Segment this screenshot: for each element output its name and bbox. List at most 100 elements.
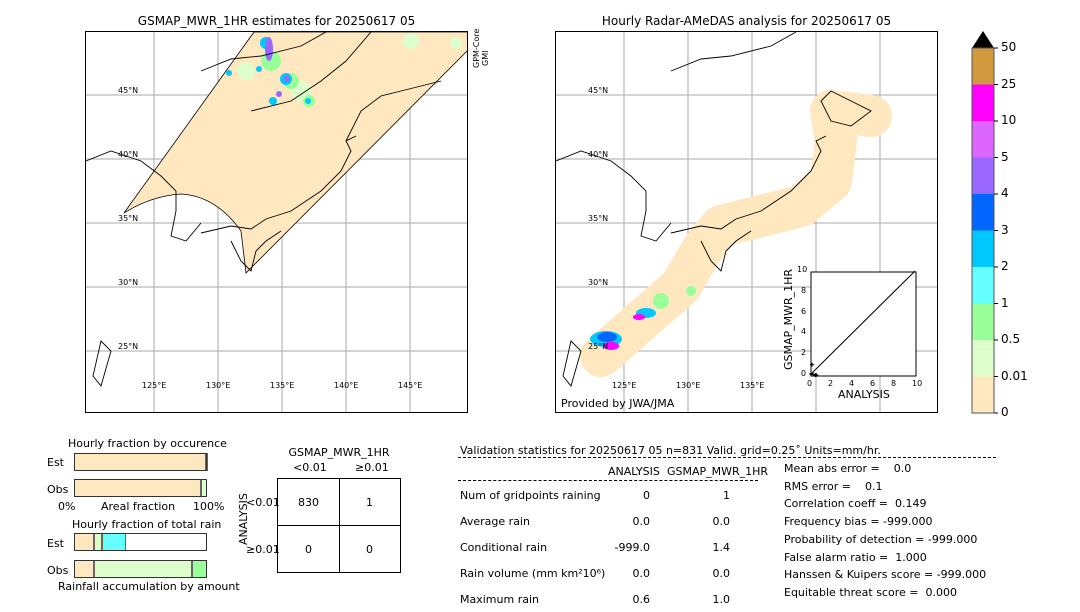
occurrence-title: Hourly fraction by occurence	[68, 437, 227, 450]
lon-label: 145°E	[398, 381, 423, 390]
stat-label: Num of gridpoints raining	[460, 489, 601, 502]
colorbar-tick: 50	[1001, 40, 1017, 54]
gsmap-value: 1.0	[712, 593, 731, 606]
score-line: Correlation coeff = 0.149	[784, 497, 927, 511]
score-line: Mean abs error = 0.0	[784, 462, 912, 475]
lon-label: 135°E	[270, 381, 295, 390]
cell: 830	[298, 496, 319, 509]
colorbar-tick: 3	[1001, 222, 1009, 237]
score-line: RMS error = 0.1	[784, 479, 883, 493]
colorbar-segment	[972, 340, 994, 377]
colorbar-tick: 0	[1001, 405, 1009, 419]
lat-label: 40°N	[588, 150, 609, 159]
bar-frame	[74, 560, 207, 578]
lat-label: 30°N	[588, 278, 609, 287]
score-line: Hanssen & Kuipers score = -999.000	[784, 568, 987, 582]
gsmap-value: 1	[723, 489, 730, 502]
lon-label: 125°E	[612, 381, 637, 390]
colorbar-tick: 1	[1001, 295, 1009, 310]
stat-label: Maximum rain	[460, 593, 539, 606]
y-tick: 4	[801, 327, 807, 337]
left-map	[85, 31, 468, 413]
total-rain-title: Hourly fraction of total rain	[72, 518, 222, 531]
row-label: <0.01	[246, 496, 280, 509]
col-header: ANALYSIS	[608, 465, 660, 478]
analysis-value: 0.0	[632, 515, 651, 528]
score-line: False alarm ratio = 1.000	[784, 550, 927, 564]
bar-frame	[74, 453, 207, 471]
score-line: Frequency bias = -999.000	[784, 515, 933, 529]
colorbar-segment	[972, 230, 994, 267]
lat-label: 35°N	[588, 214, 609, 223]
y-tick: 10	[797, 265, 808, 274]
cell: 1	[366, 496, 373, 509]
right-map-title: Hourly Radar-AMeDAS analysis for 2025061…	[601, 14, 892, 28]
analysis-value: 0.0	[632, 567, 651, 580]
x-tick: 2	[828, 379, 834, 388]
stat-label: Conditional rain	[460, 541, 548, 554]
gsmap-value: 0.0	[712, 567, 731, 580]
lon-label: 135°E	[740, 381, 765, 390]
x-tick: 8	[891, 379, 897, 388]
score-line: Equitable threat score = 0.000	[784, 585, 957, 599]
colorbar-segment	[972, 48, 994, 85]
cell: 0	[366, 543, 373, 556]
x-tick: 10	[912, 379, 923, 388]
colorbar-tick: 5	[1001, 149, 1009, 164]
y-tick: 8	[801, 285, 807, 295]
colorbar-tick: 2	[1001, 259, 1009, 273]
col-header: GSMAP_MWR_1HR	[667, 465, 769, 478]
lat-label: 45°N	[118, 86, 139, 95]
accumulation-label: Rainfall accumulation by amount	[58, 580, 240, 593]
stat-label: Average rain	[460, 515, 530, 528]
colorbar-tick: 4	[1001, 186, 1009, 200]
obs-label: Obs	[47, 564, 69, 577]
lat-label: 35°N	[118, 214, 139, 223]
stat-label: Rain volume (mm km²10⁶)	[460, 567, 606, 580]
contingency-title: GSMAP_MWR_1HR	[288, 446, 390, 459]
col-label: <0.01	[293, 461, 327, 474]
lat-label: 30°N	[118, 278, 139, 287]
colorbar-extend-arrow	[972, 31, 994, 48]
contingency-table: 830 1 0 0	[277, 478, 401, 573]
analysis-value: 0	[643, 489, 650, 502]
x-tick: 4	[849, 379, 855, 388]
lat-label: 40°N	[118, 150, 139, 159]
est-label: Est	[47, 537, 64, 550]
colorbar-segment	[972, 194, 994, 231]
colorbar-tick: 10	[1001, 113, 1017, 127]
lat-label: 45°N	[588, 86, 609, 95]
colorbar-tick: 0.5	[1001, 332, 1021, 346]
analysis-value: 0.6	[632, 593, 651, 606]
x-tick: 0	[807, 379, 813, 388]
colorbar-tick: 25	[1001, 76, 1017, 91]
bar-frame	[74, 479, 207, 497]
colorbar-segment	[972, 376, 994, 413]
colorbar-tick: 0.01	[1001, 368, 1028, 383]
gsmap-value: 0.0	[712, 515, 731, 528]
cell: 0	[305, 543, 312, 556]
lon-label: 130°E	[676, 381, 701, 390]
est-label: Est	[47, 456, 64, 469]
colorbar-segment	[972, 121, 994, 158]
obs-label: Obs	[47, 483, 69, 496]
lat-label: 25°N	[588, 342, 609, 351]
bar-frame	[74, 533, 207, 551]
colorbar-segment	[972, 84, 994, 121]
col-label: ≥0.01	[355, 461, 389, 474]
colorbar-segment	[972, 157, 994, 194]
lon-label: 140°E	[334, 381, 359, 390]
x-max-label: 100%	[193, 500, 225, 513]
left-map-title: GSMAP_MWR_1HR estimates for 20250617 05	[137, 14, 416, 28]
row-label: ≥0.01	[246, 543, 280, 556]
y-tick: 2	[801, 348, 807, 358]
lon-label: 130°E	[206, 381, 231, 390]
areal-fraction-label: Areal fraction	[101, 500, 176, 513]
colorbar-segment	[972, 303, 994, 340]
validation-header: Validation statistics for 20250617 05 n=…	[460, 444, 881, 457]
y-tick: 6	[801, 306, 807, 316]
scatter-xlabel: ANALYSIS	[838, 388, 890, 401]
credit-text: Provided by JWA/JMA	[561, 397, 675, 410]
analysis-value: -999.0	[614, 541, 650, 554]
